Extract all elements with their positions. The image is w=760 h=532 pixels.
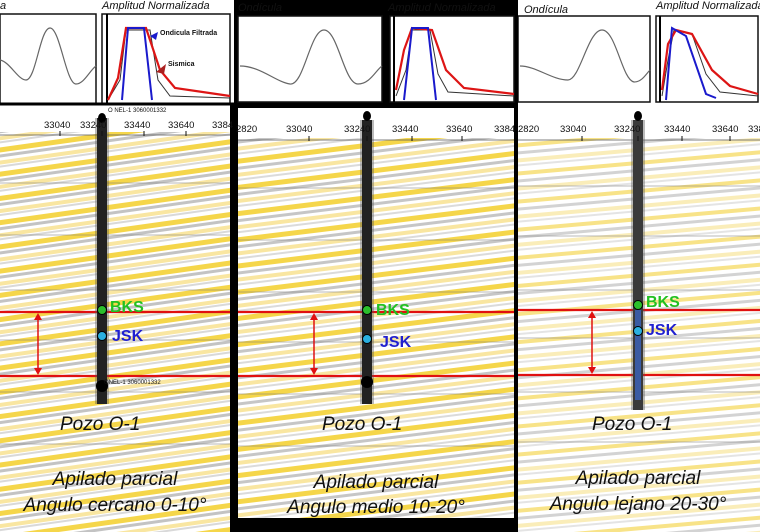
caption-line2: Angulo medio 10-20° bbox=[287, 497, 465, 518]
marker-bks-dot bbox=[362, 305, 372, 315]
marker-bks-dot bbox=[97, 305, 107, 315]
spectrum-filtered-curve bbox=[121, 27, 153, 101]
tick-label: 3384 bbox=[494, 124, 516, 135]
caption-line2: Angulo lejano 20-30° bbox=[549, 494, 727, 515]
marker-bks-label: BKS bbox=[110, 299, 144, 316]
wavelet-curve bbox=[0, 27, 97, 85]
caption-line1: Apilado parcial bbox=[52, 469, 178, 490]
legend-seismic: Sismica bbox=[168, 61, 195, 68]
wavelet-curve bbox=[519, 29, 651, 83]
tick-label: 33240 bbox=[344, 124, 371, 135]
well-header-label: O NEL-1 3060001332 bbox=[108, 108, 167, 114]
seismic-section bbox=[0, 110, 234, 532]
caption-line1: Apilado parcial bbox=[313, 472, 439, 493]
tick-label: 33640 bbox=[446, 124, 473, 135]
panel-far-graphics bbox=[516, 0, 760, 532]
panel-mid-angle: Ondícula Amplitud Normalizada 2820 33040… bbox=[234, 0, 516, 532]
tick-label: 33040 bbox=[560, 124, 587, 135]
tick-label: 33040 bbox=[44, 120, 71, 131]
wavelet-plot bbox=[237, 15, 383, 103]
tick-label: 33440 bbox=[392, 124, 419, 135]
spectrum-seismic-curve bbox=[107, 29, 231, 101]
well-footer-label: ONEL-1 3060001332 bbox=[104, 380, 161, 386]
wavelet-title: Ondícula bbox=[524, 4, 569, 16]
wavelet-title: a bbox=[0, 0, 7, 12]
tick-label: 33640 bbox=[712, 124, 739, 135]
wavelet-plot bbox=[517, 15, 651, 103]
spectrum-title: Amplitud Normalizada bbox=[102, 0, 210, 12]
marker-bks-label: BKS bbox=[646, 294, 680, 311]
marker-jsk-label: JSK bbox=[380, 334, 412, 351]
legend-filtered: Ondicula Filtrada bbox=[160, 30, 218, 37]
tick-label: 33640 bbox=[168, 120, 195, 131]
tick-label: 3384 bbox=[212, 120, 234, 131]
panel-near-angle: a Amplitud Normalizada Ondicula Filtrada… bbox=[0, 0, 234, 532]
tick-label: 33240 bbox=[614, 124, 641, 135]
marker-bks-label: BKS bbox=[376, 302, 410, 319]
marker-jsk-label: JSK bbox=[646, 322, 678, 339]
caption-line2: Angulo cercano 0-10° bbox=[23, 495, 207, 516]
well-track bbox=[633, 120, 643, 410]
tick-label: 2820 bbox=[236, 124, 258, 135]
marker-jsk-label: JSK bbox=[112, 328, 144, 345]
wavelet-title: Ondícula bbox=[238, 2, 283, 14]
tick-label: 3384 bbox=[748, 124, 760, 135]
well-name: Pozo O-1 bbox=[592, 414, 673, 435]
well-track bbox=[97, 118, 107, 404]
marker-bks-dot bbox=[633, 300, 643, 310]
marker-jsk-dot bbox=[633, 326, 643, 336]
panel-mid-graphics bbox=[234, 0, 516, 532]
spectrum-red-curve bbox=[106, 26, 231, 101]
tick-label: 33240 bbox=[80, 120, 107, 131]
tick-label: 33040 bbox=[286, 124, 313, 135]
marker-jsk-dot bbox=[97, 331, 107, 341]
caption-line1: Apilado parcial bbox=[575, 468, 701, 489]
panel-near-graphics bbox=[0, 13, 234, 532]
tick-label: 33440 bbox=[124, 120, 151, 131]
well-name: Pozo O-1 bbox=[60, 414, 141, 435]
well-name: Pozo O-1 bbox=[322, 414, 403, 435]
wavelet-plot bbox=[0, 13, 97, 105]
panel-far-angle: Ondícula Amplitud Normalizada 2820 33040… bbox=[516, 0, 760, 532]
marker-jsk-dot bbox=[362, 334, 372, 344]
wavelet-curve bbox=[239, 29, 383, 85]
tick-label: 33440 bbox=[664, 124, 691, 135]
tick-label: 2820 bbox=[518, 124, 540, 135]
spectrum-title: Amplitud Normalizada bbox=[388, 2, 496, 14]
well-track bbox=[362, 120, 372, 404]
spectrum-title: Amplitud Normalizada bbox=[656, 0, 760, 12]
